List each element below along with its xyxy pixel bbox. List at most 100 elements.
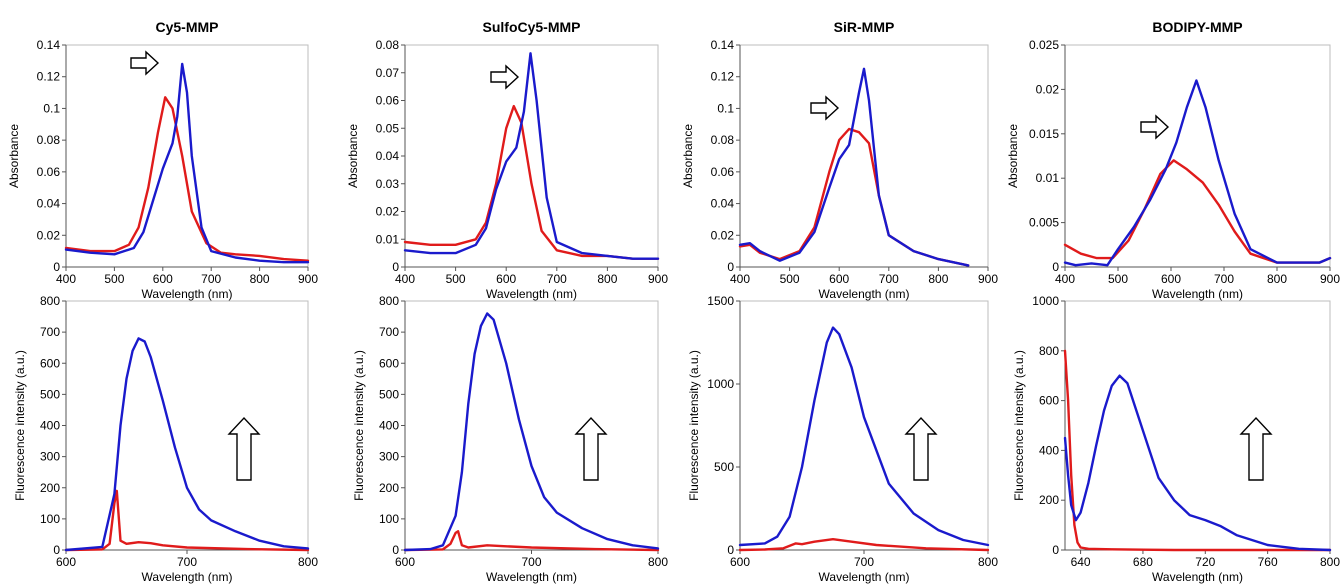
- x-tick-label: 800: [928, 272, 948, 286]
- x-tick-label: 800: [648, 555, 668, 569]
- x-axis-label: Wavelength (nm): [1152, 287, 1243, 301]
- y-tick-label: 0.04: [376, 149, 400, 163]
- y-tick-label: 0.14: [711, 38, 735, 52]
- x-tick-label: 600: [1161, 272, 1181, 286]
- y-tick-label: 0: [1052, 260, 1059, 274]
- chart-panel-3: SiR-MMP 0 0.02 0.04 0.06 0.08 0.1 0.12 0.14 400 50…: [681, 19, 998, 301]
- right-arrow-icon: [810, 95, 840, 121]
- y-tick-label: 0: [727, 543, 734, 557]
- x-axis-label: Wavelength (nm): [142, 287, 233, 301]
- plot-frame: [65, 300, 309, 551]
- plot-frame: [1064, 300, 1331, 551]
- chart-panel-8: 0 200 400 600 800 1000 640 680 720 760 800 Waveleng…: [1012, 294, 1340, 584]
- y-tick-label: 500: [40, 387, 60, 401]
- y-tick-label: 0.06: [711, 165, 735, 179]
- x-tick-label: 760: [1258, 555, 1278, 569]
- y-tick-label: 200: [40, 481, 60, 495]
- x-tick-label: 640: [1071, 555, 1091, 569]
- y-tick-label: 0: [392, 260, 399, 274]
- y-axis-label: Absorbance: [1006, 124, 1020, 188]
- series-line-blue: [64, 337, 310, 552]
- plot-frame: [739, 44, 989, 268]
- series-line-red: [738, 127, 970, 267]
- y-tick-label: 100: [379, 512, 399, 526]
- y-tick-label: 0.04: [711, 197, 735, 211]
- y-tick-label: 1000: [1032, 294, 1059, 308]
- series-line-red: [1063, 159, 1332, 264]
- y-tick-label: 400: [1039, 443, 1059, 457]
- x-tick-label: 400: [730, 272, 750, 286]
- y-tick-label: 800: [1039, 344, 1059, 358]
- series-line-blue: [1063, 374, 1332, 552]
- chart-title: SiR-MMP: [834, 19, 895, 35]
- chart-panel-7: 0 500 1000 1500 600 700 800 Wavelength (nm) Fluo…: [687, 294, 998, 584]
- x-tick-label: 800: [1320, 555, 1340, 569]
- x-tick-label: 500: [446, 272, 466, 286]
- up-arrow-icon: [904, 416, 938, 481]
- x-tick-label: 680: [1133, 555, 1153, 569]
- up-arrow-icon: [227, 416, 261, 481]
- y-tick-label: 0.03: [376, 177, 400, 191]
- x-tick-label: 700: [177, 555, 197, 569]
- y-tick-label: 600: [1039, 394, 1059, 408]
- plot-frame: [739, 300, 989, 551]
- series-line-blue: [403, 312, 660, 552]
- y-tick-label: 0.14: [37, 38, 61, 52]
- x-tick-label: 720: [1195, 555, 1215, 569]
- chart-panel-5: 0 100 200 300 400 500 600 700 800 600 700 800 Wavele…: [13, 294, 318, 584]
- plot-frame: [404, 44, 659, 268]
- series-line-blue: [738, 67, 970, 267]
- y-tick-label: 400: [40, 419, 60, 433]
- y-axis-label: Fluorescence intensity (a.u.): [352, 350, 366, 501]
- y-tick-label: 0.1: [717, 101, 734, 115]
- plot-frame: [1064, 44, 1331, 268]
- x-axis-label: Wavelength (nm): [142, 570, 233, 584]
- y-tick-label: 0.05: [376, 121, 400, 135]
- x-tick-label: 600: [153, 272, 173, 286]
- y-tick-label: 0.015: [1029, 127, 1059, 141]
- series-line-blue: [738, 326, 990, 547]
- up-arrow-icon: [574, 416, 608, 481]
- y-tick-label: 0.06: [37, 165, 61, 179]
- x-tick-label: 500: [780, 272, 800, 286]
- x-axis-label: Wavelength (nm): [819, 287, 910, 301]
- y-tick-label: 0.01: [376, 232, 400, 246]
- y-axis-label: Fluorescence intensity (a.u.): [1012, 350, 1026, 501]
- plot-frame: [404, 300, 659, 551]
- y-tick-label: 800: [379, 294, 399, 308]
- y-tick-label: 300: [379, 450, 399, 464]
- x-tick-label: 900: [978, 272, 998, 286]
- series-line-red: [1063, 349, 1332, 552]
- y-tick-label: 0.02: [711, 228, 735, 242]
- y-tick-label: 600: [40, 356, 60, 370]
- x-tick-label: 700: [879, 272, 899, 286]
- x-tick-label: 900: [298, 272, 318, 286]
- y-axis-label: Absorbance: [346, 124, 360, 188]
- y-tick-label: 800: [40, 294, 60, 308]
- x-tick-label: 800: [597, 272, 617, 286]
- y-tick-label: 300: [40, 450, 60, 464]
- y-tick-label: 0: [727, 260, 734, 274]
- y-tick-label: 0.08: [37, 133, 61, 147]
- x-tick-label: 500: [104, 272, 124, 286]
- x-tick-label: 700: [854, 555, 874, 569]
- y-tick-label: 0.06: [376, 94, 400, 108]
- y-tick-label: 0.07: [376, 66, 400, 80]
- chart-title: Cy5-MMP: [155, 19, 218, 35]
- y-axis-label: Fluorescence intensity (a.u.): [687, 350, 701, 501]
- y-tick-label: 100: [40, 512, 60, 526]
- x-tick-label: 800: [250, 272, 270, 286]
- x-tick-label: 600: [395, 555, 415, 569]
- y-tick-label: 0: [1052, 543, 1059, 557]
- y-tick-label: 700: [40, 325, 60, 339]
- x-tick-label: 600: [56, 555, 76, 569]
- series-line-blue: [1063, 79, 1332, 267]
- y-tick-label: 500: [379, 387, 399, 401]
- y-tick-label: 0.02: [37, 228, 61, 242]
- y-tick-label: 0.02: [376, 205, 400, 219]
- y-tick-label: 0.08: [711, 133, 735, 147]
- y-tick-label: 700: [379, 325, 399, 339]
- right-arrow-icon: [130, 50, 160, 76]
- chart-panel-1: Cy5-MMP 0 0.02 0.04 0.06 0.08 0.1 0.12 0.14 400 50…: [7, 19, 318, 301]
- y-tick-label: 1500: [707, 294, 734, 308]
